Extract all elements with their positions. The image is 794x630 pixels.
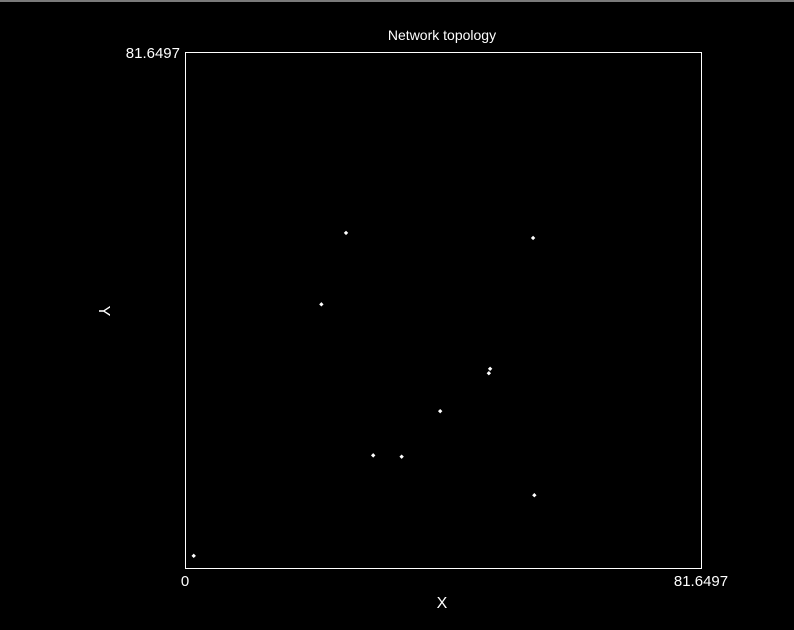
data-point-5 (399, 454, 404, 459)
y-axis-label: Y (95, 306, 112, 317)
data-point-7 (486, 371, 492, 376)
x-axis-max-tick-label: 81.6497 (674, 573, 728, 590)
data-point-1 (191, 553, 196, 559)
data-point-10 (532, 492, 537, 498)
data-point-6 (437, 408, 443, 414)
plot-frame (185, 52, 702, 569)
chart-title: Network topology (388, 27, 496, 43)
y-axis-max-tick-label: 81.6497 (126, 45, 180, 62)
data-point-9 (530, 235, 536, 241)
data-point-8 (487, 366, 493, 371)
window-top-border (0, 0, 794, 2)
x-axis-min-tick-label: 0 (181, 573, 189, 590)
x-axis-label: X (437, 595, 448, 612)
data-point-4 (370, 453, 376, 458)
data-point-3 (343, 230, 349, 236)
data-points (191, 230, 537, 559)
data-point-2 (319, 302, 324, 307)
